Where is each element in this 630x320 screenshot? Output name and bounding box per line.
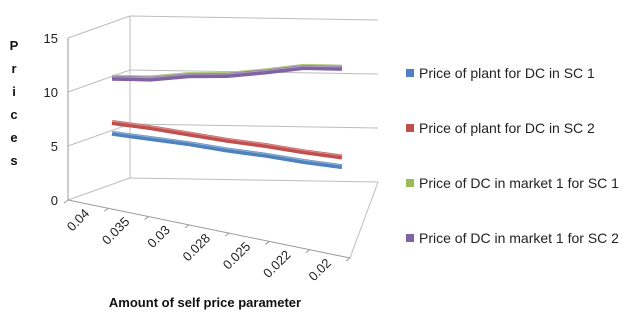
legend-label: Price of DC in market 1 for SC 2 — [419, 230, 619, 246]
legend-swatch — [406, 69, 414, 77]
back-gridline — [129, 123, 379, 129]
series-lines — [111, 63, 343, 170]
y-axis-title-letter: P — [10, 38, 19, 53]
legend-item: Price of plant for DC in SC 1 — [406, 65, 595, 81]
legend-swatch — [406, 124, 414, 132]
y-tick-label: 5 — [51, 139, 58, 154]
x-tick-mark — [63, 199, 69, 204]
y-tick-labels: 0 5 10 15 — [44, 31, 58, 208]
y-axis-title-letter: i — [12, 84, 16, 99]
x-axis-line — [67, 199, 351, 259]
y-axis-title-letter: c — [10, 107, 17, 122]
y-axis-title-letter: s — [10, 153, 17, 168]
axes — [63, 38, 351, 262]
x-tick-mark — [103, 207, 109, 212]
y-tick-label: 0 — [51, 193, 58, 208]
x-tick-mark — [144, 216, 149, 220]
legend-swatch — [406, 179, 414, 187]
x-axis-title: Amount of self price parameter — [109, 295, 301, 310]
y-tick-label: 15 — [44, 31, 58, 46]
series-line — [111, 130, 343, 170]
series-line — [111, 120, 343, 160]
legend-item: Price of DC in market 1 for SC 1 — [406, 175, 619, 191]
x-tick-mark — [265, 241, 270, 245]
side-gridline — [67, 177, 131, 201]
legend: Price of plant for DC in SC 1 Price of pl… — [406, 65, 619, 246]
y-axis-title-letter: e — [10, 130, 17, 145]
legend-label: Price of plant for DC in SC 1 — [419, 65, 595, 81]
x-tick-mark — [184, 224, 190, 229]
legend-item: Price of plant for DC in SC 2 — [406, 120, 595, 136]
series-highlight — [111, 120, 343, 157]
y-tick-label: 10 — [44, 85, 58, 100]
x-tick-label: 0.03 — [144, 222, 173, 251]
x-tick-label: 0.035 — [99, 214, 133, 248]
x-tick-labels: 0.04 0.035 0.03 0.028 0.025 0.022 0.02 — [64, 206, 334, 284]
side-gridline — [67, 69, 131, 93]
series-line — [111, 65, 343, 82]
x-tick-mark — [224, 232, 230, 237]
x-tick-label: 0.02 — [305, 255, 334, 284]
legend-item: Price of DC in market 1 for SC 2 — [406, 230, 619, 246]
side-gridline — [67, 15, 131, 39]
back-gridline — [129, 15, 379, 21]
floor-right-edge — [349, 181, 379, 259]
series-highlight — [111, 131, 343, 166]
side-gridline — [67, 123, 131, 147]
x-tick-mark — [345, 257, 351, 262]
x-tick-label: 0.04 — [64, 206, 93, 235]
series-highlight — [111, 64, 343, 78]
series-highlight — [111, 65, 343, 79]
x-tick-mark — [305, 249, 311, 254]
legend-label: Price of DC in market 1 for SC 1 — [419, 175, 619, 191]
x-tick-label: 0.025 — [220, 239, 254, 273]
legend-swatch — [406, 234, 414, 242]
y-axis-title-letter: r — [11, 61, 16, 76]
back-gridline — [129, 177, 379, 183]
x-tick-label: 0.028 — [180, 231, 214, 265]
legend-label: Price of plant for DC in SC 2 — [419, 120, 595, 136]
x-tick-label: 0.022 — [260, 247, 294, 281]
